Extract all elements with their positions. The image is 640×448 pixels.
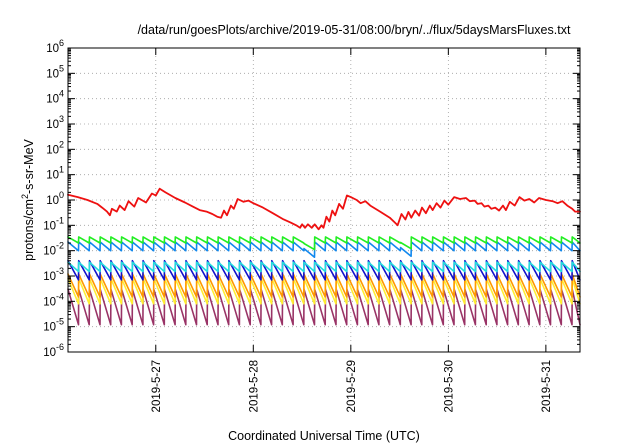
- x-axis-ticks: 2019-5-27 2019-5-28 2019-5-29 2019-5-30 2019…: [151, 48, 553, 412]
- x-tick-label: 2019-5-27: [151, 360, 163, 412]
- y-axis-label: protons/cm2-s-sr-MeV: [20, 138, 36, 260]
- series-line-4: [67, 261, 581, 273]
- series-line-2: [67, 236, 581, 251]
- y-tick-label: 10-2: [43, 241, 64, 258]
- y-tick-label: 10-5: [43, 317, 64, 334]
- y-tick-label: 105: [46, 63, 64, 80]
- y-tick-label: 104: [46, 89, 64, 106]
- grid-lines: [68, 48, 580, 352]
- series-line-1: [67, 187, 581, 231]
- y-tick-label: 10-6: [43, 342, 64, 359]
- series-line-3: [67, 241, 581, 258]
- y-tick-label: 100: [46, 190, 64, 207]
- x-tick-label: 2019-5-30: [443, 360, 455, 412]
- series-line-7: [67, 277, 581, 305]
- y-tick-label: 103: [46, 114, 64, 131]
- y-tick-label: 102: [46, 139, 64, 156]
- y-axis-ticks: 10-6 10-5 10-4 10-3 10-2 10-1 100 101 102 103 104 1…: [43, 38, 580, 359]
- y-tick-label: 10-1: [43, 215, 64, 232]
- y-tick-label: 101: [46, 165, 64, 182]
- y-tick-label: 106: [46, 38, 64, 55]
- x-axis-label: Coordinated Universal Time (UTC): [228, 429, 420, 443]
- y-tick-label: 10-4: [43, 291, 64, 308]
- x-tick-label: 2019-5-28: [248, 360, 260, 412]
- chart-title: /data/run/goesPlots/archive/2019-05-31/0…: [138, 23, 571, 37]
- x-tick-label: 2019-5-31: [541, 360, 553, 412]
- series-group: [67, 187, 581, 326]
- x-tick-label: 2019-5-29: [346, 360, 358, 412]
- y-tick-label: 10-3: [43, 266, 64, 283]
